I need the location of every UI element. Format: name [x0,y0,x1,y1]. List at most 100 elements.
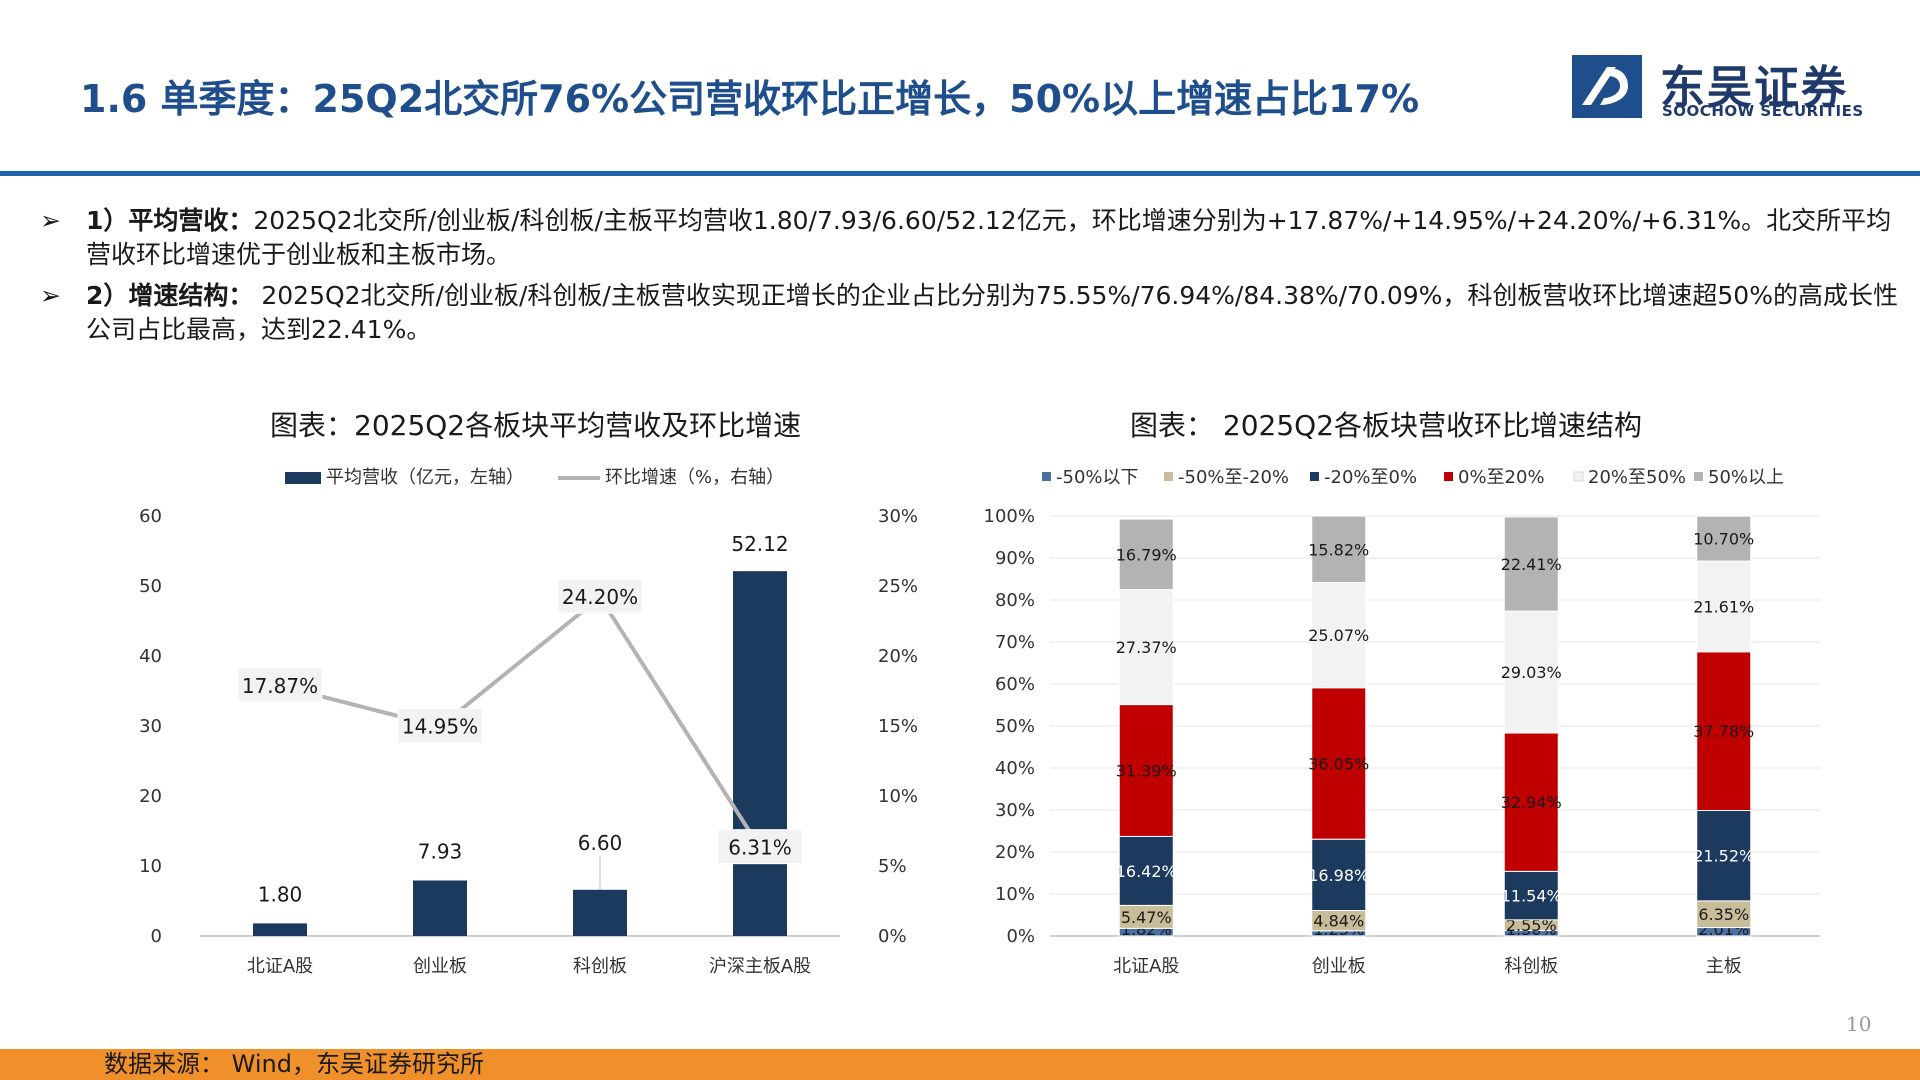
segment-data-label: 36.05% [1308,754,1369,773]
growth-data-label: 24.20% [562,585,638,609]
logo-english-name: SOOCHOW SECURITIES [1662,102,1864,120]
stack-segment [1696,900,1752,929]
revenue-bar [413,880,467,936]
x-category-label: 北证A股 [1113,956,1179,977]
company-logo: 东吴证券 SOOCHOW SECURITIES [1572,55,1864,125]
y-tick-label: 90% [995,548,1035,569]
legend-label: -50%至-20% [1178,467,1289,488]
legend-label-revenue: 平均营收（亿元，左轴） [326,467,524,488]
segment-data-label: 16.98% [1308,866,1369,885]
header-divider [0,171,1920,176]
legend-label-growth: 环比增速（%，右轴） [605,467,784,488]
stack-segment [1118,518,1174,591]
data-source: 数据来源： Wind，东吴证券研究所 [104,1050,484,1078]
segment-data-label: 10.70% [1693,530,1754,549]
bullet-growth-structure: ➢ 2）增速结构： 2025Q2北交所/创业板/科创板/主板营收实现正增长的企业… [40,279,1900,347]
legend-swatch-1 [1164,472,1173,481]
revenue-bar [253,923,307,936]
bullet-arrow-icon: ➢ [40,281,61,310]
revenue-data-label: 52.12 [731,532,788,556]
segment-data-label: 2.55% [1506,916,1557,935]
y-right-tick-label: 25% [878,576,918,597]
y-left-tick-label: 60 [139,506,162,527]
segment-data-label: 16.79% [1116,545,1177,564]
growth-data-label: 6.31% [728,836,792,860]
legend-label: 50%以上 [1708,467,1784,488]
segment-data-label: 22.41% [1501,555,1562,574]
bullet-text: 2025Q2北交所/创业板/科创板/主板营收实现正增长的企业占比分别为75.55… [86,281,1898,344]
chart2-title: 图表： 2025Q2各板块营收环比增速结构 [1130,409,1643,442]
y-right-tick-label: 0% [878,926,907,947]
segment-data-label: 11.54% [1501,887,1562,906]
segment-data-label: 37.78% [1693,722,1754,741]
growth-line [279,594,762,849]
bullet-arrow-icon: ➢ [40,206,61,235]
growth-label-box [397,708,483,744]
legend-label: 0%至20% [1458,467,1545,488]
stack-segment [1503,516,1559,612]
y-tick-label: 40% [995,758,1035,779]
segment-data-label: 5.47% [1121,908,1172,927]
y-tick-label: 30% [995,800,1035,821]
stack-segment [1503,732,1559,872]
segment-data-label: 21.52% [1693,847,1754,866]
y-left-tick-label: 0 [151,926,162,947]
y-right-tick-label: 20% [878,646,918,667]
stack-segment [1696,560,1752,653]
bullet-lead: 2）增速结构： [86,281,254,310]
y-right-tick-label: 10% [878,786,918,807]
bullet-average-revenue: ➢ 1）平均营收：2025Q2北交所/创业板/科创板/主板平均营收1.80/7.… [40,204,1900,272]
revenue-data-label: 7.93 [418,839,463,863]
chart-average-revenue: 平均营收（亿元，左轴） 环比增速（%，右轴） 0 10 20 30 40 50 60 0% 5% 10… [139,467,918,977]
growth-data-label: 17.87% [242,674,318,698]
y-tick-label: 50% [995,716,1035,737]
growth-label-box [557,578,643,614]
y-tick-label: 70% [995,632,1035,653]
revenue-bar [733,571,787,936]
legend-swatch-5 [1694,472,1703,481]
segment-data-label: 27.37% [1116,638,1177,657]
page-title: 1.6 单季度：25Q2北交所76%公司营收环比正增长，50%以上增速占比17% [80,77,1420,121]
y-left-tick-label: 30 [139,716,162,737]
chart-growth-structure: -50%以下 -50%至-20% -20%至0% 0%至20% 20%至50% 50%以上… [984,467,1820,977]
footer-bar: 数据来源： Wind，东吴证券研究所 [0,1049,1920,1080]
y-right-tick-label: 30% [878,506,918,527]
y-left-tick-label: 10 [139,856,162,877]
segment-data-label: 16.42% [1116,862,1177,881]
x-category-label: 创业板 [413,956,467,977]
revenue-data-label: 1.80 [258,882,303,906]
y-left-tick-label: 50 [139,576,162,597]
legend-label: -50%以下 [1056,467,1139,488]
segment-data-label: 6.35% [1698,905,1749,924]
legend-swatch-3 [1444,472,1453,481]
soochow-logo-icon [1572,55,1642,118]
x-category-label: 沪深主板A股 [709,956,811,977]
revenue-bar [573,889,627,936]
y-tick-label: 80% [995,590,1035,611]
growth-data-label: 14.95% [402,715,478,739]
y-tick-label: 100% [984,506,1035,527]
y-right-tick-label: 15% [878,716,918,737]
growth-label-box [717,829,803,865]
chart1-title: 图表：2025Q2各板块平均营收及环比增速 [270,409,802,442]
segment-data-label: 25.07% [1308,626,1369,645]
y-left-tick-label: 20 [139,786,162,807]
stack-segment [1118,704,1174,837]
y-tick-label: 0% [1006,926,1035,947]
stack-segment [1311,515,1367,583]
page-number: 10 [1846,1012,1872,1036]
stack-segment [1118,589,1174,706]
stack-segment [1503,610,1559,734]
x-category-label: 创业板 [1312,956,1366,977]
legend-label: 20%至50% [1588,467,1686,488]
legend-swatch-revenue [285,472,321,484]
stack-segment [1696,810,1752,902]
segment-data-label: 31.39% [1116,761,1177,780]
legend-swatch-4 [1573,471,1584,482]
segment-data-label: 29.03% [1501,663,1562,682]
x-category-label: 科创板 [1504,956,1558,977]
x-category-label: 主板 [1706,956,1742,977]
bullet-text: 2025Q2北交所/创业板/科创板/主板平均营收1.80/7.93/6.60/5… [86,206,1892,269]
segment-data-label: 4.84% [1313,912,1364,931]
stack-segment [1311,687,1367,840]
